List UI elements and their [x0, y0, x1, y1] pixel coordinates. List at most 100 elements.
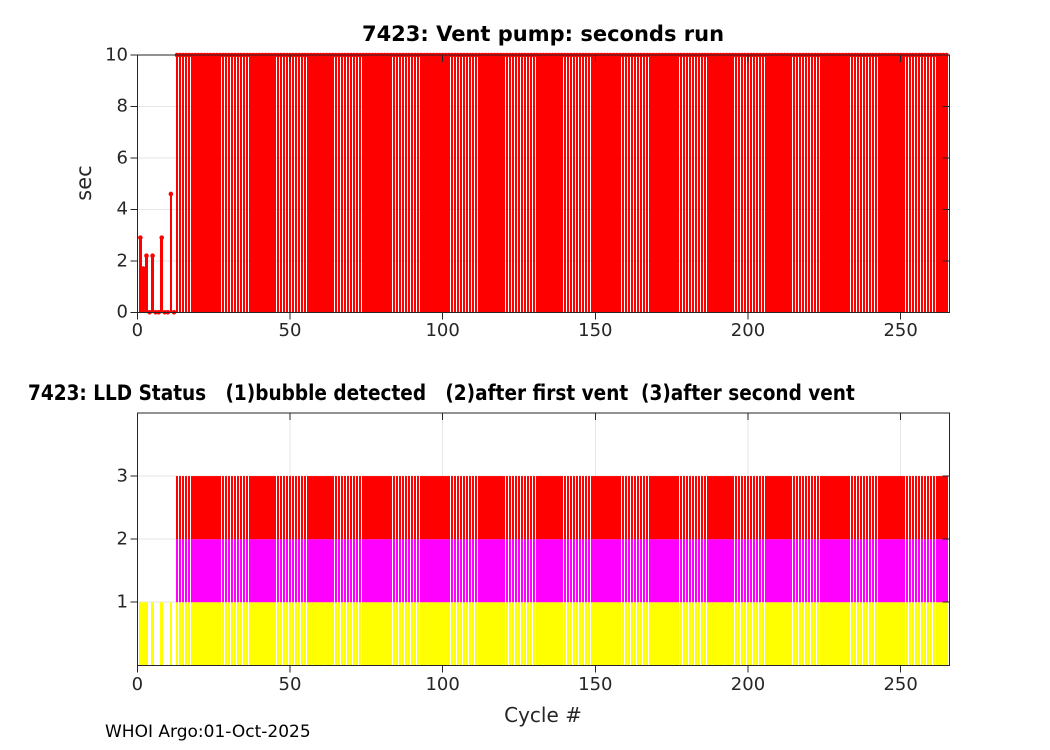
bar-segment	[890, 476, 893, 540]
bar-segment	[383, 539, 386, 603]
bar-segment	[414, 539, 416, 603]
bar-segment	[622, 602, 624, 666]
bar-segment	[411, 539, 413, 603]
bar-segment	[280, 476, 282, 540]
bar-segment	[689, 476, 691, 540]
bar-segment	[646, 476, 648, 540]
bar-segment	[319, 539, 322, 603]
bar-segment	[695, 539, 697, 603]
bar-segment	[899, 602, 902, 666]
top-x-tick-label: 0	[131, 320, 144, 341]
bar-segment	[570, 476, 572, 540]
bar-segment	[228, 539, 230, 603]
bar-segment	[680, 55, 682, 313]
bar-segment	[811, 476, 813, 540]
bar-segment	[396, 55, 398, 313]
bar-segment	[814, 55, 816, 313]
bar-segment	[408, 602, 410, 666]
bar-segment	[591, 602, 594, 666]
bar-segment	[417, 602, 419, 666]
bar-segment	[615, 602, 618, 666]
bar-segment	[835, 476, 838, 540]
bar-segment	[750, 476, 752, 540]
top-y-tick-label: 4	[116, 198, 128, 220]
bar-segment	[411, 476, 413, 540]
bar-segment	[295, 476, 297, 540]
bar-segment	[802, 602, 804, 666]
bar-segment	[414, 55, 416, 313]
bar-segment	[484, 602, 487, 666]
bar-segment	[564, 476, 566, 540]
bar-segment	[182, 476, 184, 540]
bar-segment	[347, 55, 349, 313]
bar-segment	[921, 602, 923, 666]
top-x-tick-label: 50	[278, 320, 302, 341]
bar-segment	[915, 476, 917, 540]
bar-segment	[328, 602, 331, 666]
bar-segment	[423, 55, 426, 313]
bar-segment	[872, 55, 874, 313]
bar-segment	[832, 55, 835, 313]
bar-segment	[634, 476, 636, 540]
bar-segment	[249, 539, 252, 603]
bar-segment	[475, 602, 477, 666]
bar-segment	[582, 476, 584, 540]
bar-segment	[402, 539, 404, 603]
bar-segment	[255, 55, 258, 313]
bar-segment	[353, 55, 355, 313]
bar-segment	[722, 539, 725, 603]
bar-segment	[405, 476, 407, 540]
bar-segment	[780, 55, 783, 313]
bar-segment	[554, 476, 557, 540]
bar-segment	[817, 476, 819, 540]
bar-segment	[906, 476, 908, 540]
bar-segment	[906, 602, 908, 666]
bar-segment	[554, 55, 557, 313]
bar-segment	[731, 476, 734, 540]
bar-segment	[793, 55, 795, 313]
bar-segment	[704, 602, 706, 666]
bar-segment	[829, 55, 832, 313]
bar-segment	[744, 602, 746, 666]
bar-segment	[331, 476, 334, 540]
bottom-y-tick-label: 3	[116, 465, 128, 487]
bar-segment	[738, 602, 740, 666]
bar-segment	[594, 602, 597, 666]
bar-segment	[838, 55, 841, 313]
bottom-chart-xlabel: Cycle #	[504, 703, 582, 727]
bar-segment	[615, 539, 618, 603]
bar-segment	[234, 602, 236, 666]
bar-segment	[389, 55, 392, 313]
bar-segment	[655, 539, 658, 603]
bar-segment	[441, 602, 444, 666]
bar-segment	[676, 476, 679, 540]
bar-segment	[512, 55, 514, 313]
bar-segment	[567, 55, 569, 313]
bar-segment	[475, 55, 477, 313]
bar-segment	[747, 539, 749, 603]
bar-segment	[548, 602, 551, 666]
bar-segment	[280, 539, 282, 603]
bar-segment	[588, 539, 590, 603]
bar-segment	[676, 55, 679, 313]
bar-segment	[783, 602, 786, 666]
bar-segment	[625, 476, 627, 540]
stem-marker	[144, 253, 149, 258]
bar-segment	[728, 476, 731, 540]
bar-segment	[487, 55, 490, 313]
bar-segment	[493, 55, 496, 313]
bar-segment	[469, 476, 471, 540]
bar-segment	[478, 55, 481, 313]
bar-segment	[890, 539, 893, 603]
bar-segment	[194, 476, 197, 540]
bar-segment	[786, 476, 789, 540]
bar-segment	[515, 55, 517, 313]
bar-segment	[634, 55, 636, 313]
bar-segment	[695, 476, 697, 540]
bar-segment	[673, 55, 676, 313]
bar-segment	[686, 476, 688, 540]
bar-segment	[325, 476, 328, 540]
bar-segment	[844, 55, 847, 313]
stem-marker	[138, 235, 143, 240]
bar-segment	[331, 602, 334, 666]
